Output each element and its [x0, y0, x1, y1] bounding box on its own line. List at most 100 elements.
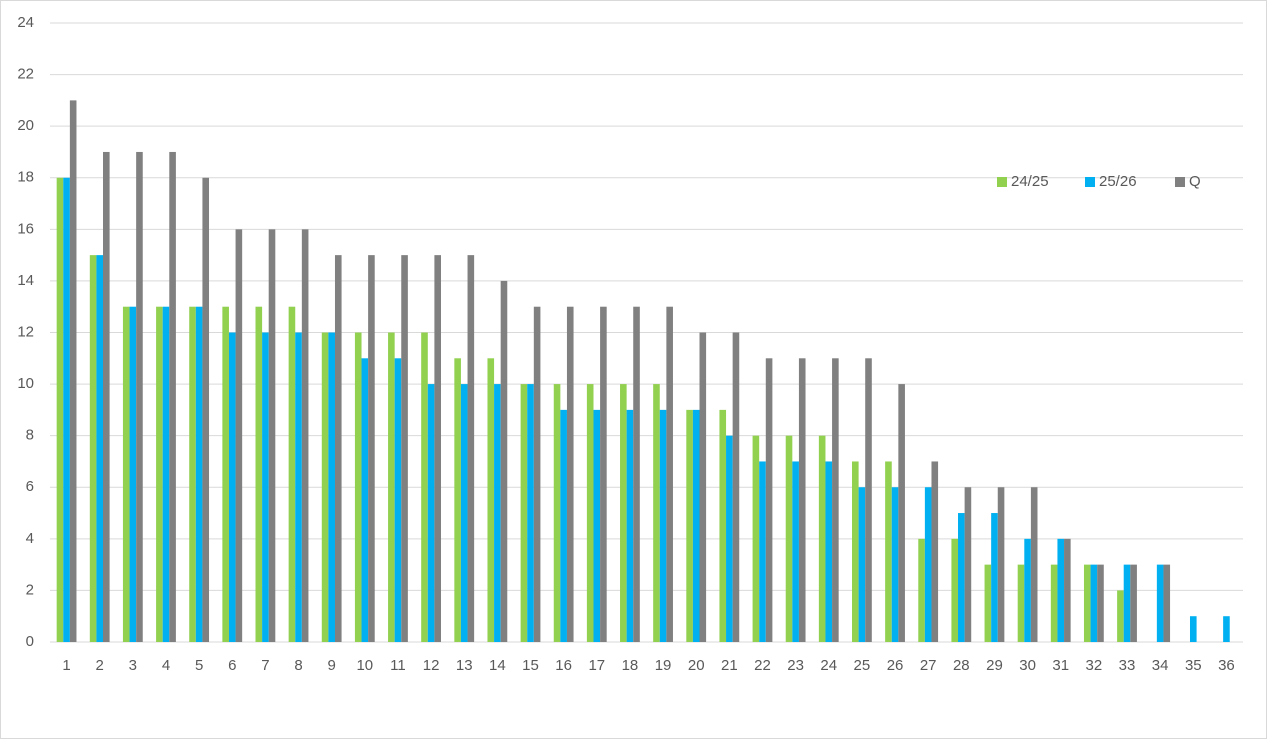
legend-swatch [1085, 177, 1095, 187]
y-tick-label: 8 [26, 427, 34, 444]
bar [1130, 564, 1137, 642]
bar [454, 358, 461, 642]
bar [918, 538, 925, 642]
x-tick-label: 36 [1218, 657, 1235, 674]
bar [129, 306, 137, 642]
bar [852, 461, 859, 642]
bar [195, 306, 203, 642]
x-tick-label: 11 [390, 657, 406, 674]
bar [1017, 564, 1025, 642]
bar [553, 384, 561, 642]
bar [460, 384, 468, 642]
x-tick-label: 16 [555, 657, 572, 674]
bar [858, 487, 866, 642]
x-tick-label: 21 [721, 657, 738, 674]
bar [600, 306, 607, 642]
x-tick-label: 23 [787, 657, 804, 674]
x-tick-label: 4 [162, 657, 170, 674]
x-tick-label: 24 [820, 657, 837, 674]
x-tick-label: 1 [62, 657, 70, 674]
bar [321, 332, 329, 642]
bar [951, 538, 959, 642]
bar [1223, 616, 1230, 642]
bar [354, 332, 362, 642]
x-tick-label: 19 [655, 657, 672, 674]
x-tick-label: 10 [356, 657, 373, 674]
y-tick-label: 18 [17, 169, 34, 186]
bar [394, 358, 402, 642]
bar [825, 461, 833, 642]
y-tick-label: 20 [17, 117, 34, 134]
bar [527, 384, 534, 642]
bar [726, 435, 733, 642]
bar [520, 384, 528, 642]
x-tick-label: 25 [854, 657, 871, 674]
bar [69, 100, 77, 642]
bar [122, 306, 130, 642]
bar [533, 306, 541, 642]
x-tick-label: 2 [96, 657, 104, 674]
bar [388, 332, 395, 642]
y-tick-label: 12 [17, 323, 34, 340]
x-tick-label: 29 [986, 657, 1003, 674]
x-tick-label: 32 [1086, 657, 1103, 674]
bar [931, 461, 939, 642]
bar [752, 435, 760, 642]
bar [885, 461, 892, 642]
bar [103, 151, 110, 643]
x-tick-label: 31 [1052, 657, 1069, 674]
bar [818, 435, 826, 642]
bar [865, 358, 872, 642]
x-tick-label: 26 [887, 657, 904, 674]
bar [1083, 564, 1091, 642]
x-tick-label: 27 [920, 657, 937, 674]
bar [699, 332, 707, 642]
x-tick-label: 17 [588, 657, 605, 674]
x-tick-label: 34 [1152, 657, 1169, 674]
x-tick-label: 28 [953, 657, 970, 674]
bar [500, 280, 508, 642]
bar [89, 255, 97, 642]
y-tick-label: 16 [17, 220, 34, 237]
bar [620, 384, 627, 642]
bar [301, 229, 309, 643]
bar [759, 461, 766, 642]
x-tick-label: 33 [1119, 657, 1136, 674]
bar [586, 384, 594, 642]
bar [765, 358, 773, 642]
bar [334, 255, 342, 642]
x-tick-label: 13 [456, 657, 473, 674]
bar [686, 409, 693, 642]
x-tick-label: 5 [195, 657, 203, 674]
x-tick-label: 35 [1185, 657, 1202, 674]
bar [732, 332, 740, 642]
bar [798, 358, 806, 642]
y-tick-label: 22 [17, 66, 34, 83]
bar [1123, 564, 1131, 642]
bar [566, 306, 574, 642]
y-tick-label: 24 [17, 14, 34, 31]
bar [924, 487, 932, 642]
bar [1097, 564, 1104, 642]
bar [832, 358, 839, 642]
bar [1057, 538, 1065, 642]
bar [560, 409, 567, 642]
bar [202, 177, 210, 642]
bar [898, 384, 905, 642]
x-tick-label: 22 [754, 657, 771, 674]
bar [1189, 616, 1197, 642]
x-tick-label: 14 [489, 657, 506, 674]
bar [593, 409, 601, 642]
bar [1050, 564, 1058, 642]
y-tick-label: 14 [17, 272, 34, 289]
bar [1156, 564, 1164, 642]
bar [626, 409, 634, 642]
bar [288, 306, 296, 642]
bar [633, 306, 640, 642]
bar [964, 487, 972, 642]
bar [666, 306, 673, 642]
x-tick-label: 9 [328, 657, 336, 674]
bar [368, 255, 375, 642]
